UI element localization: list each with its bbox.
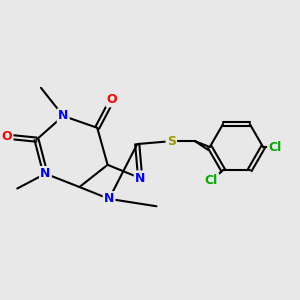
Text: S: S	[167, 135, 176, 148]
Text: N: N	[104, 192, 114, 206]
Text: N: N	[135, 172, 146, 184]
Text: N: N	[40, 167, 51, 180]
Text: Cl: Cl	[268, 140, 281, 154]
Text: O: O	[2, 130, 12, 143]
Text: Cl: Cl	[205, 174, 218, 187]
Text: N: N	[58, 110, 68, 122]
Text: O: O	[107, 93, 117, 106]
